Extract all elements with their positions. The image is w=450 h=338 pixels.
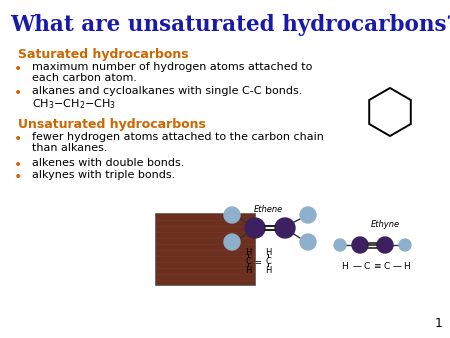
Text: than alkanes.: than alkanes.	[32, 143, 108, 153]
Text: What are unsaturated hydrocarbons?: What are unsaturated hydrocarbons?	[10, 14, 450, 36]
Text: •: •	[14, 62, 22, 76]
Text: maximum number of hydrogen atoms attached to: maximum number of hydrogen atoms attache…	[32, 62, 312, 72]
Text: $=$: $=$	[253, 257, 263, 266]
Text: Ethyne: Ethyne	[370, 220, 400, 229]
Text: H: H	[265, 248, 271, 257]
Text: —: —	[352, 262, 361, 271]
Circle shape	[275, 218, 295, 238]
Text: H: H	[404, 262, 410, 271]
Text: H: H	[265, 266, 271, 275]
Text: •: •	[14, 170, 22, 184]
Text: alkynes with triple bonds.: alkynes with triple bonds.	[32, 170, 175, 180]
Text: H: H	[245, 248, 251, 257]
Text: •: •	[14, 132, 22, 146]
Text: C: C	[245, 257, 251, 266]
FancyBboxPatch shape	[155, 213, 255, 285]
Text: ≡: ≡	[373, 262, 381, 271]
Circle shape	[300, 207, 316, 223]
Text: alkanes and cycloalkanes with single C-C bonds.: alkanes and cycloalkanes with single C-C…	[32, 86, 302, 96]
Circle shape	[334, 239, 346, 251]
Text: Ethene: Ethene	[253, 205, 283, 214]
Text: H: H	[245, 266, 251, 275]
Text: •: •	[14, 86, 22, 100]
Text: $\mathrm{CH_3{-}CH_2{-}CH_3}$: $\mathrm{CH_3{-}CH_2{-}CH_3}$	[32, 97, 116, 111]
Text: —: —	[392, 262, 401, 271]
Circle shape	[399, 239, 411, 251]
Text: Saturated hydrocarbons: Saturated hydrocarbons	[18, 48, 189, 61]
Text: each carbon atom.: each carbon atom.	[32, 73, 137, 83]
Text: alkenes with double bonds.: alkenes with double bonds.	[32, 158, 184, 168]
Circle shape	[224, 207, 240, 223]
Text: Unsaturated hydrocarbons: Unsaturated hydrocarbons	[18, 118, 206, 131]
Text: 1: 1	[435, 317, 443, 330]
Circle shape	[300, 234, 316, 250]
Text: C: C	[384, 262, 390, 271]
Circle shape	[352, 237, 368, 253]
Text: •: •	[14, 158, 22, 172]
Text: C: C	[364, 262, 370, 271]
Text: H: H	[342, 262, 348, 271]
Text: C: C	[265, 257, 271, 266]
Circle shape	[245, 218, 265, 238]
Circle shape	[224, 234, 240, 250]
Circle shape	[377, 237, 393, 253]
Text: fewer hydrogen atoms attached to the carbon chain: fewer hydrogen atoms attached to the car…	[32, 132, 324, 142]
